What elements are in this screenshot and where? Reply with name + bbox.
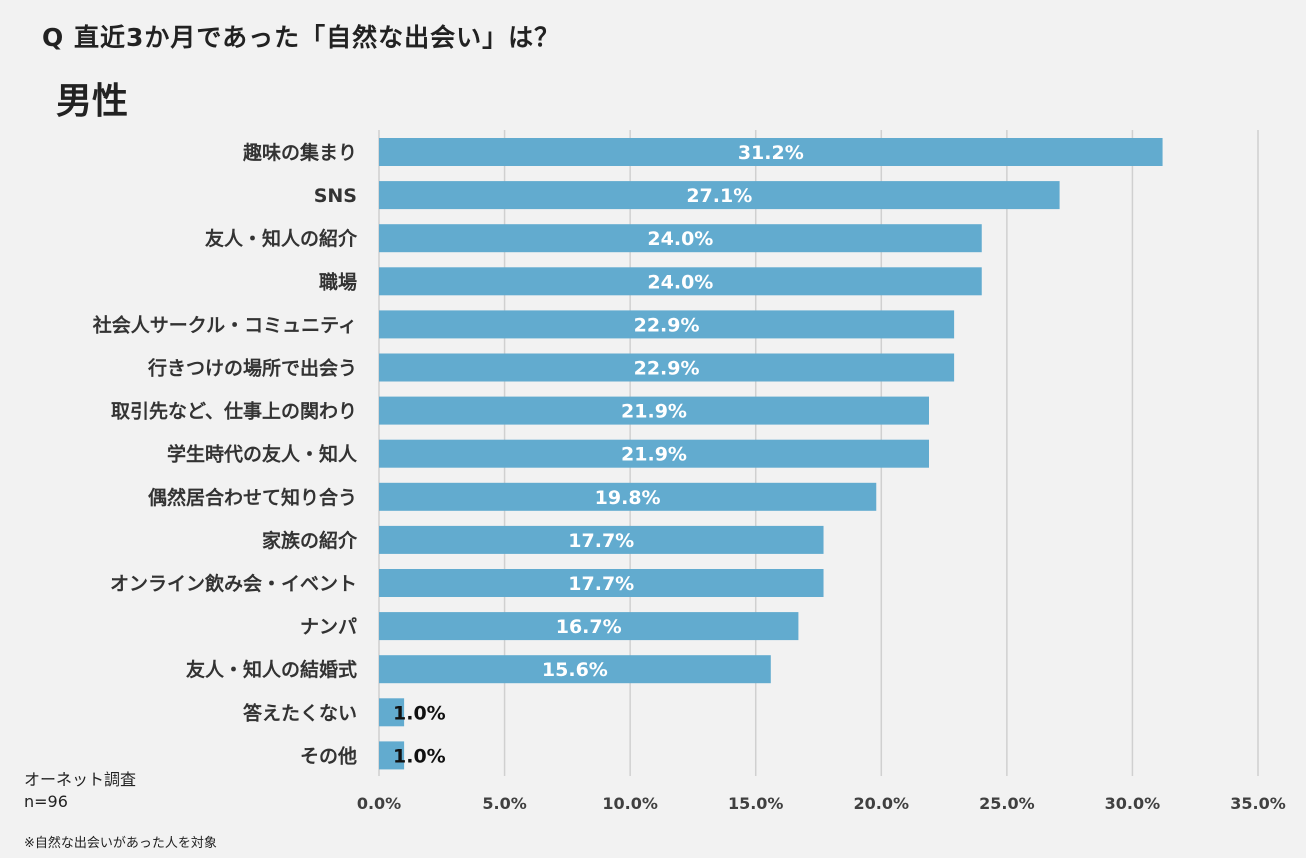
bar	[379, 267, 982, 296]
data-label: 24.0%	[647, 271, 713, 293]
data-label: 22.9%	[634, 358, 700, 380]
bar	[379, 310, 955, 339]
data-label: 17.7%	[568, 530, 634, 552]
x-axis-ticks: 0.0% 5.0% 10.0% 15.0% 20.0% 25.0% 30.0% 35.0%	[357, 794, 1286, 813]
bar	[379, 612, 799, 641]
x-tick-label: 0.0%	[357, 794, 401, 813]
category-label: 友人・知人の紹介	[205, 227, 358, 250]
bar	[379, 569, 824, 597]
bar	[379, 353, 955, 382]
bar	[379, 525, 824, 554]
data-label: 1.0%	[393, 702, 446, 724]
bar	[379, 396, 930, 425]
category-labels: 趣味の集まり SNS 友人・知人の紹介職場社会人サークル・コミュニティ行きつけの場所…	[92, 141, 358, 767]
category-label: 社会人サークル・コミュニティ	[92, 313, 357, 336]
question-title: Q 直近3か月であった「自然な出会い」は？	[42, 23, 561, 52]
data-label: 24.0%	[647, 228, 713, 250]
bar	[379, 698, 405, 727]
data-label: 31.2%	[738, 142, 804, 164]
category-label: その他	[300, 744, 357, 767]
x-tick-label: 20.0%	[854, 794, 910, 813]
data-label: 21.9%	[621, 401, 687, 423]
bar	[379, 224, 982, 253]
category-label: 行きつけの場所で出会う	[147, 357, 357, 380]
data-label: 27.1%	[686, 185, 752, 207]
survey-source: オーネット調査	[24, 770, 137, 789]
source-info: オーネット調査 n=96	[24, 769, 136, 813]
category-label: SNS	[314, 185, 357, 207]
category-label: 学生時代の友人・知人	[167, 443, 358, 466]
bar	[379, 741, 405, 770]
category-label: 友人・知人の結婚式	[186, 658, 357, 681]
category-label: ナンパ	[300, 616, 357, 638]
bar	[379, 655, 771, 684]
x-tick-label: 25.0%	[979, 794, 1035, 813]
data-label: 17.7%	[568, 573, 634, 595]
category-label: 趣味の集まり	[242, 141, 357, 164]
bar	[379, 181, 1060, 210]
data-label: 21.9%	[621, 444, 687, 466]
x-tick-label: 10.0%	[602, 794, 658, 813]
footnote: ※自然な出会いがあった人を対象	[24, 836, 217, 851]
x-tick-label: 30.0%	[1105, 794, 1161, 813]
bar	[379, 439, 930, 468]
data-label: 16.7%	[556, 616, 622, 638]
category-label: オンライン飲み会・イベント	[110, 572, 357, 595]
segment-title: 男性	[56, 81, 129, 122]
category-label: 取引先など、仕事上の関わり	[111, 400, 357, 423]
x-tick-label: 35.0%	[1230, 794, 1286, 813]
bar	[379, 482, 877, 511]
x-tick-label: 15.0%	[728, 794, 784, 813]
bar	[379, 138, 1163, 166]
category-label: 答えたくない	[243, 701, 357, 724]
category-label: 家族の紹介	[262, 529, 358, 552]
bars	[379, 138, 1163, 770]
category-label: 職場	[319, 270, 357, 293]
category-label: 偶然居合わせて知り合う	[148, 486, 357, 509]
data-label: 22.9%	[634, 314, 700, 336]
sample-size: n=96	[24, 792, 68, 811]
x-tick-label: 5.0%	[482, 794, 526, 813]
data-label: 1.0%	[393, 745, 446, 767]
data-label: 19.8%	[595, 487, 661, 509]
data-label: 15.6%	[542, 659, 608, 681]
data-labels: 31.2% 27.1% 24.0% 24.0% 22.9% 22.9% 21.9% 21.9%…	[393, 142, 804, 767]
